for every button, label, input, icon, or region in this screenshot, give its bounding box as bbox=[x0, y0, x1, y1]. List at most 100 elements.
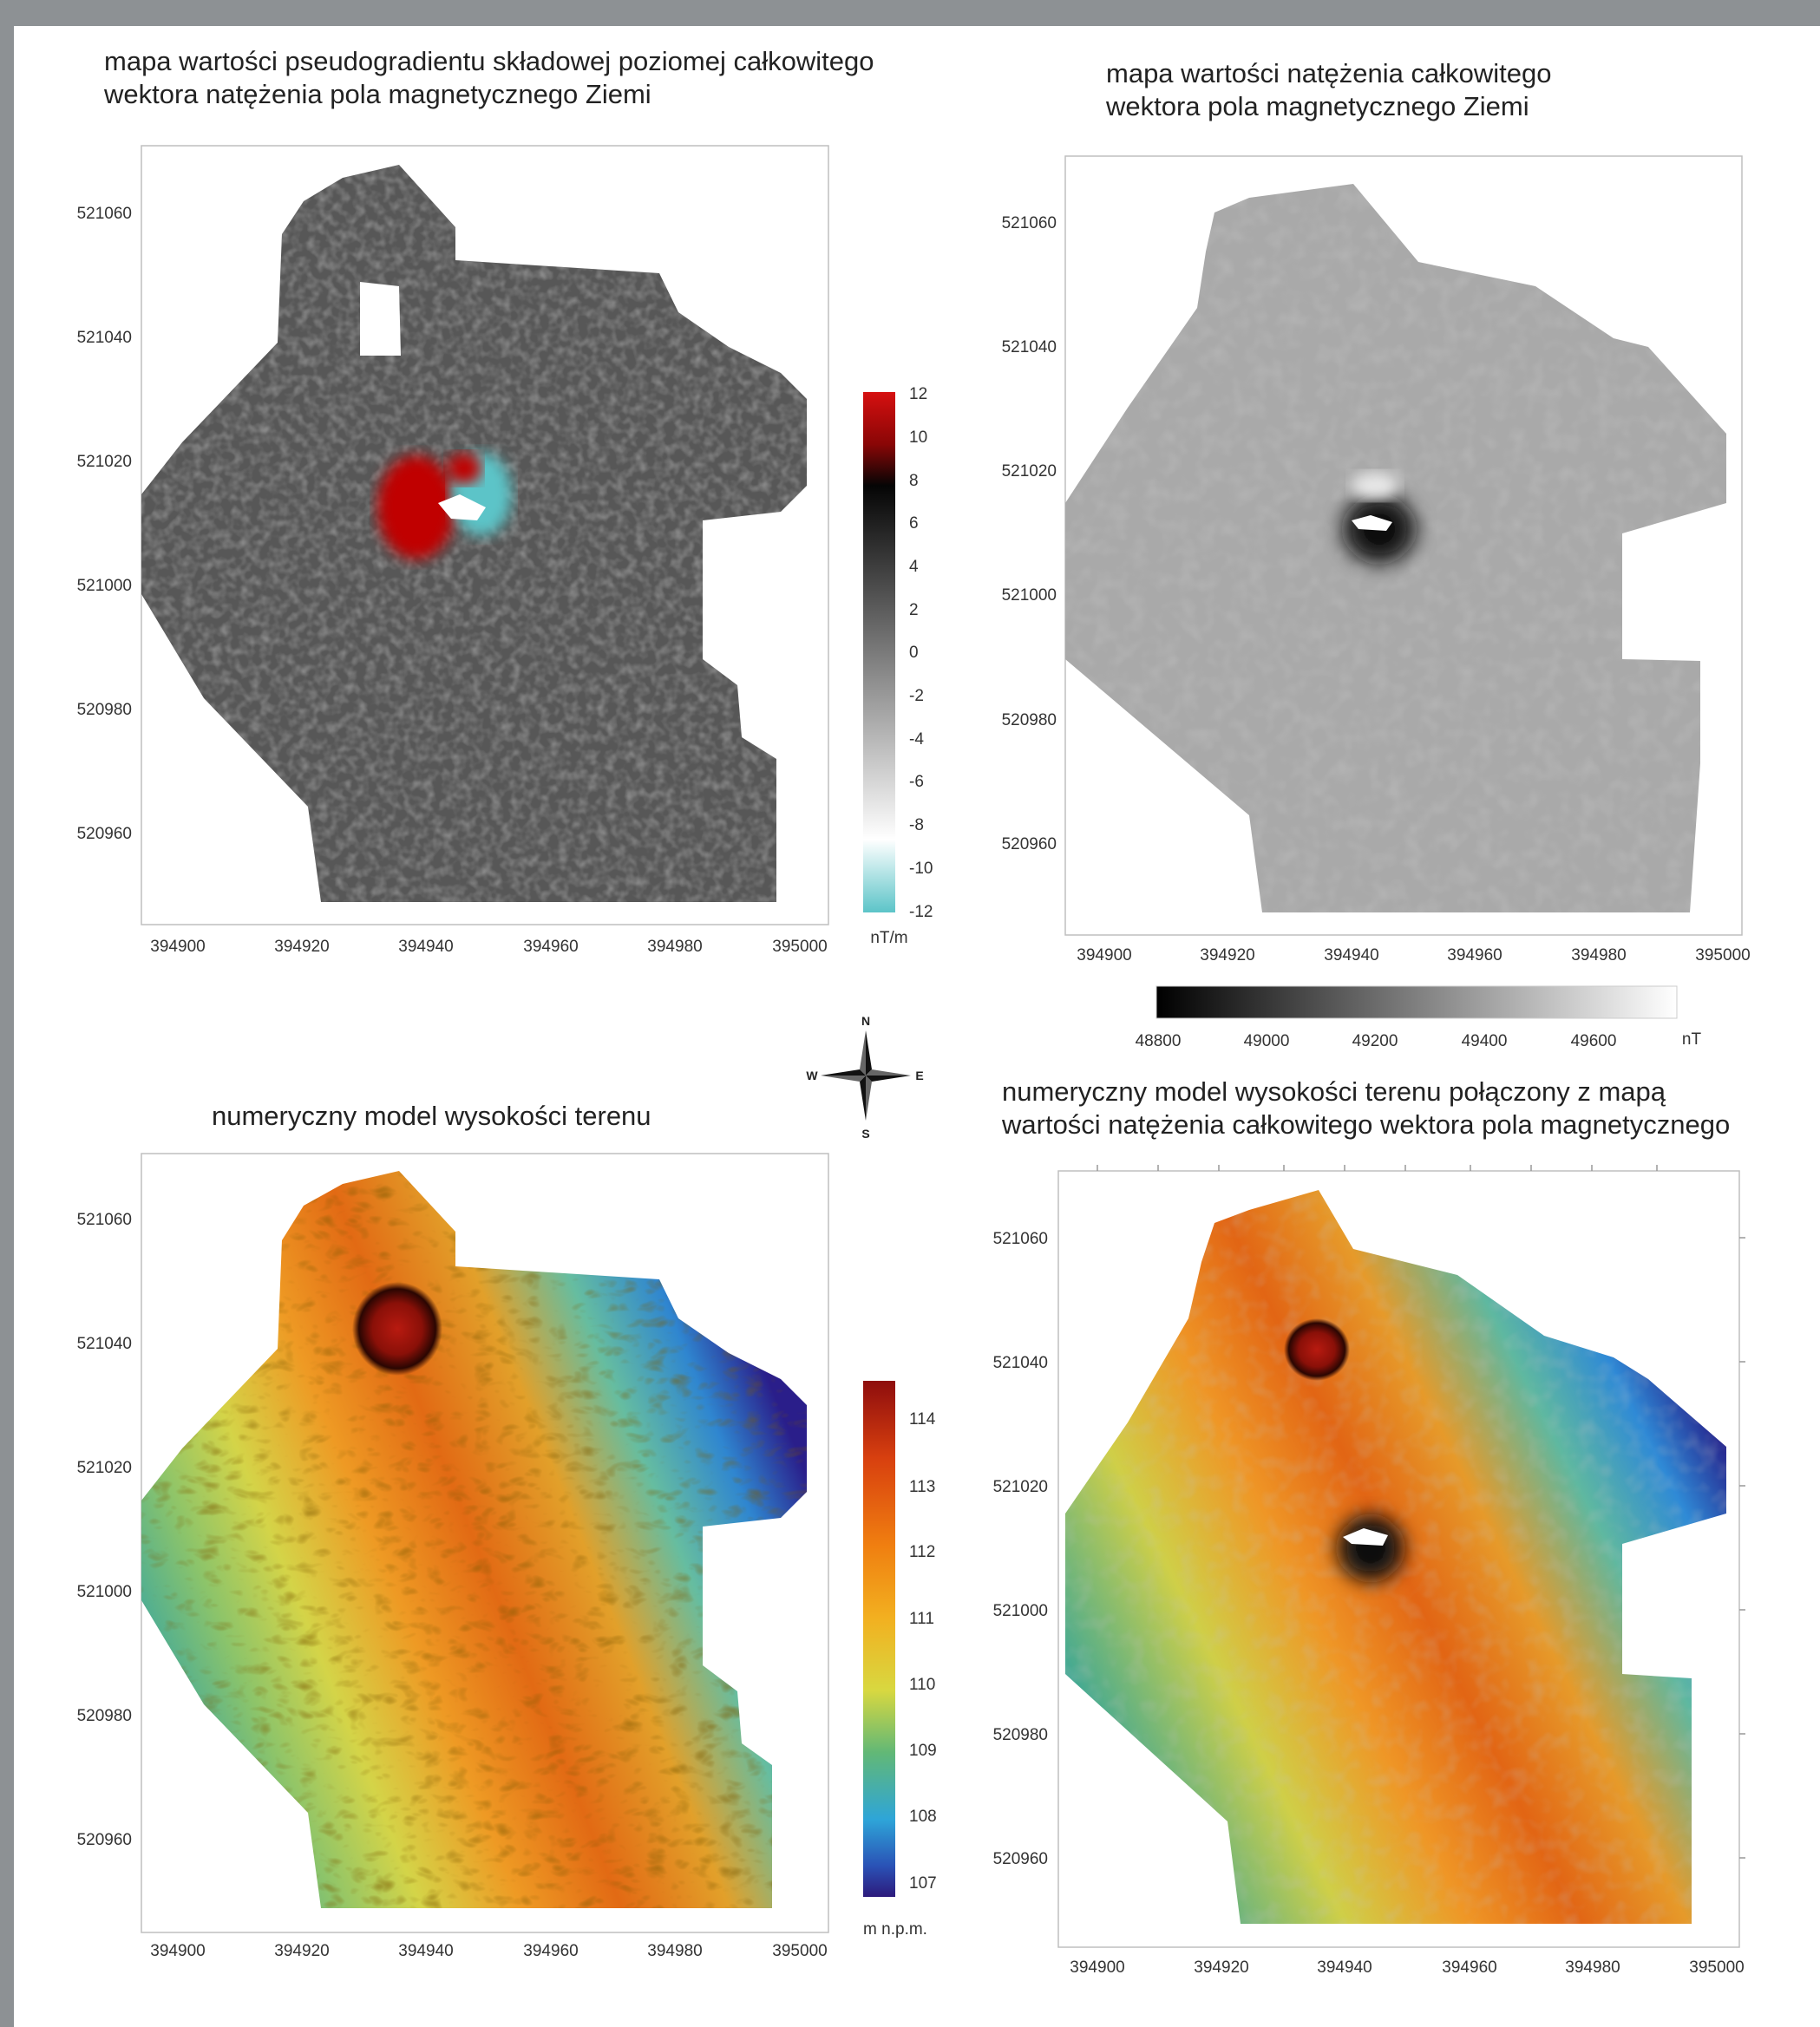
compass-s: S bbox=[861, 1127, 869, 1141]
y-tick-label: 521000 bbox=[77, 577, 132, 595]
x-tick-label: 394900 bbox=[150, 1942, 205, 1960]
colorbar-unit: nT bbox=[1682, 1030, 1702, 1049]
colorbar-tick-label: 111 bbox=[909, 1610, 934, 1628]
compass-e: E bbox=[915, 1069, 923, 1082]
title-total-field-map: mapa wartości natężenia całkowitego wekt… bbox=[1106, 57, 1552, 123]
x-tick-label: 394960 bbox=[1442, 1958, 1496, 1977]
colorbar-tick-label: 107 bbox=[909, 1874, 937, 1893]
colorbar-tick-label: 0 bbox=[909, 644, 919, 662]
x-tick-label: 394940 bbox=[1317, 1958, 1372, 1977]
compass-w: W bbox=[806, 1069, 818, 1082]
title-dem-map: numeryczny model wysokości terenu bbox=[212, 1100, 651, 1133]
x-tick-label: 394980 bbox=[1565, 1958, 1620, 1977]
x-tick-label: 394900 bbox=[150, 938, 205, 956]
colorbar-gradient: 12 10 8 6 4 2 0 -2 -4 -6 -8 -10 -12 nT/m bbox=[863, 385, 933, 947]
colorbar-tick-label: -4 bbox=[909, 730, 924, 749]
gradient-map-panel bbox=[141, 145, 829, 925]
title-gradient-map: mapa wartości pseudogradientu składowej … bbox=[104, 45, 874, 111]
y-tick-label: 520960 bbox=[993, 1850, 1048, 1868]
knoll bbox=[352, 1282, 442, 1376]
title-line: wartości natężenia całkowitego wektora p… bbox=[1002, 1109, 1731, 1140]
title-line: wektora pola magnetycznego Ziemi bbox=[1106, 91, 1529, 121]
x-tick-label: 394960 bbox=[523, 1942, 578, 1960]
y-tick-label: 520960 bbox=[1002, 835, 1057, 853]
colorbar-tick-label: -10 bbox=[909, 860, 933, 878]
colorbar-tick-label: 6 bbox=[909, 514, 919, 533]
anomaly bbox=[1332, 472, 1427, 574]
y-tick-label: 521040 bbox=[1002, 338, 1057, 356]
colorbar-ramp bbox=[863, 392, 895, 912]
title-line: numeryczny model wysokości terenu bbox=[212, 1101, 651, 1131]
colorbar-tick-label: 110 bbox=[909, 1676, 935, 1694]
colorbar-tick-label: -8 bbox=[909, 816, 924, 834]
colorbar-ticks: 48800 49000 49200 49400 49600 bbox=[1136, 1032, 1617, 1050]
title-combined-map: numeryczny model wysokości terenu połącz… bbox=[1002, 1076, 1730, 1141]
y-tick-label: 521020 bbox=[77, 453, 132, 471]
x-tick-label: 394980 bbox=[1571, 946, 1626, 964]
title-line: mapa wartości pseudogradientu składowej … bbox=[104, 46, 874, 76]
y-tick-label: 520960 bbox=[77, 825, 132, 843]
axis-ticks-tr: 521060 521040 521020 521000 520980 52096… bbox=[1002, 214, 1751, 964]
colorbar-ramp bbox=[863, 1381, 895, 1897]
x-tick-label: 394980 bbox=[647, 1942, 702, 1960]
x-axis: 394900 394920 394940 394960 394980 39500… bbox=[150, 1942, 827, 1960]
x-tick-label: 394940 bbox=[398, 938, 453, 956]
y-tick-label: 521060 bbox=[77, 205, 132, 223]
colorbar-tick-label: 112 bbox=[909, 1543, 935, 1561]
colorbar-unit: m n.p.m. bbox=[863, 1920, 927, 1939]
x-tick-label: 394920 bbox=[274, 1942, 329, 1960]
combined-map-panel bbox=[1057, 1165, 1745, 1948]
y-tick-label: 521020 bbox=[993, 1478, 1048, 1496]
y-tick-label: 521000 bbox=[1002, 586, 1057, 605]
y-axis: 521060 521040 521020 521000 520980 52096… bbox=[77, 1211, 132, 1849]
x-tick-label: 395000 bbox=[772, 1942, 827, 1960]
y-tick-label: 520980 bbox=[1002, 711, 1057, 729]
colorbar-tick-label: -6 bbox=[909, 773, 924, 791]
colorbar-tick-label: 12 bbox=[909, 385, 927, 403]
colorbar-tick-label: 114 bbox=[909, 1410, 936, 1429]
colorbar-tick-label: 113 bbox=[909, 1478, 935, 1496]
void-patch bbox=[360, 282, 401, 356]
x-tick-label: 394980 bbox=[647, 938, 702, 956]
y-tick-label: 520980 bbox=[993, 1726, 1048, 1744]
y-tick-label: 520980 bbox=[77, 1707, 132, 1725]
x-tick-label: 395000 bbox=[1695, 946, 1750, 964]
x-tick-label: 394900 bbox=[1077, 946, 1131, 964]
colorbar-tick-label: 109 bbox=[909, 1742, 937, 1760]
knoll bbox=[1284, 1318, 1350, 1381]
title-line: wektora natężenia pola magnetycznego Zie… bbox=[104, 79, 651, 109]
colorbar-ramp bbox=[1156, 985, 1678, 1019]
x-tick-label: 394940 bbox=[1324, 946, 1378, 964]
x-axis: 394900 394920 394940 394960 394980 39500… bbox=[1070, 1958, 1744, 1977]
axis-ticks-br: 521060 521040 521020 521000 520980 52096… bbox=[993, 1230, 1745, 1977]
colorbar-tick-label: 49600 bbox=[1571, 1032, 1617, 1050]
colorbar-ticks: 12 10 8 6 4 2 0 -2 -4 -6 -8 -10 -12 bbox=[909, 385, 933, 921]
colorbar-tick-label: 10 bbox=[909, 428, 927, 447]
anomaly bbox=[1327, 1505, 1414, 1592]
anomaly bbox=[377, 453, 512, 559]
colorbar-tick-label: 49400 bbox=[1462, 1032, 1508, 1050]
x-tick-label: 394920 bbox=[1194, 1958, 1248, 1977]
colorbar-tick-label: -12 bbox=[909, 903, 933, 921]
x-tick-label: 395000 bbox=[1689, 1958, 1744, 1977]
y-tick-label: 521060 bbox=[77, 1211, 132, 1229]
x-axis: 394900 394920 394940 394960 394980 39500… bbox=[1077, 946, 1750, 964]
axis-ticks-tl: 521060 521040 521020 521000 520980 52096… bbox=[77, 205, 828, 956]
y-tick-label: 521000 bbox=[77, 1583, 132, 1601]
y-tick-label: 521040 bbox=[993, 1354, 1048, 1372]
colorbar-tick-label: 108 bbox=[909, 1808, 937, 1826]
colorbar-elevation: 114 113 112 111 110 109 108 107 m n.p.m. bbox=[863, 1381, 937, 1939]
colorbar-tick-label: 49200 bbox=[1352, 1032, 1398, 1050]
axis-ticks-bl: 521060 521040 521020 521000 520980 52096… bbox=[77, 1211, 828, 1960]
title-line: numeryczny model wysokości terenu połącz… bbox=[1002, 1076, 1666, 1107]
y-tick-label: 520980 bbox=[77, 701, 132, 719]
x-tick-label: 394920 bbox=[1200, 946, 1254, 964]
colorbar-tick-label: -2 bbox=[909, 687, 924, 705]
colorbar-ticks: 114 113 112 111 110 109 108 107 bbox=[909, 1410, 937, 1893]
y-tick-label: 521060 bbox=[1002, 214, 1057, 232]
colorbar-tick-label: 48800 bbox=[1136, 1032, 1182, 1050]
y-axis: 521060 521040 521020 521000 520980 52096… bbox=[993, 1230, 1048, 1868]
title-line: mapa wartości natężenia całkowitego bbox=[1106, 58, 1552, 88]
y-axis: 521060 521040 521020 521000 520980 52096… bbox=[1002, 214, 1057, 853]
